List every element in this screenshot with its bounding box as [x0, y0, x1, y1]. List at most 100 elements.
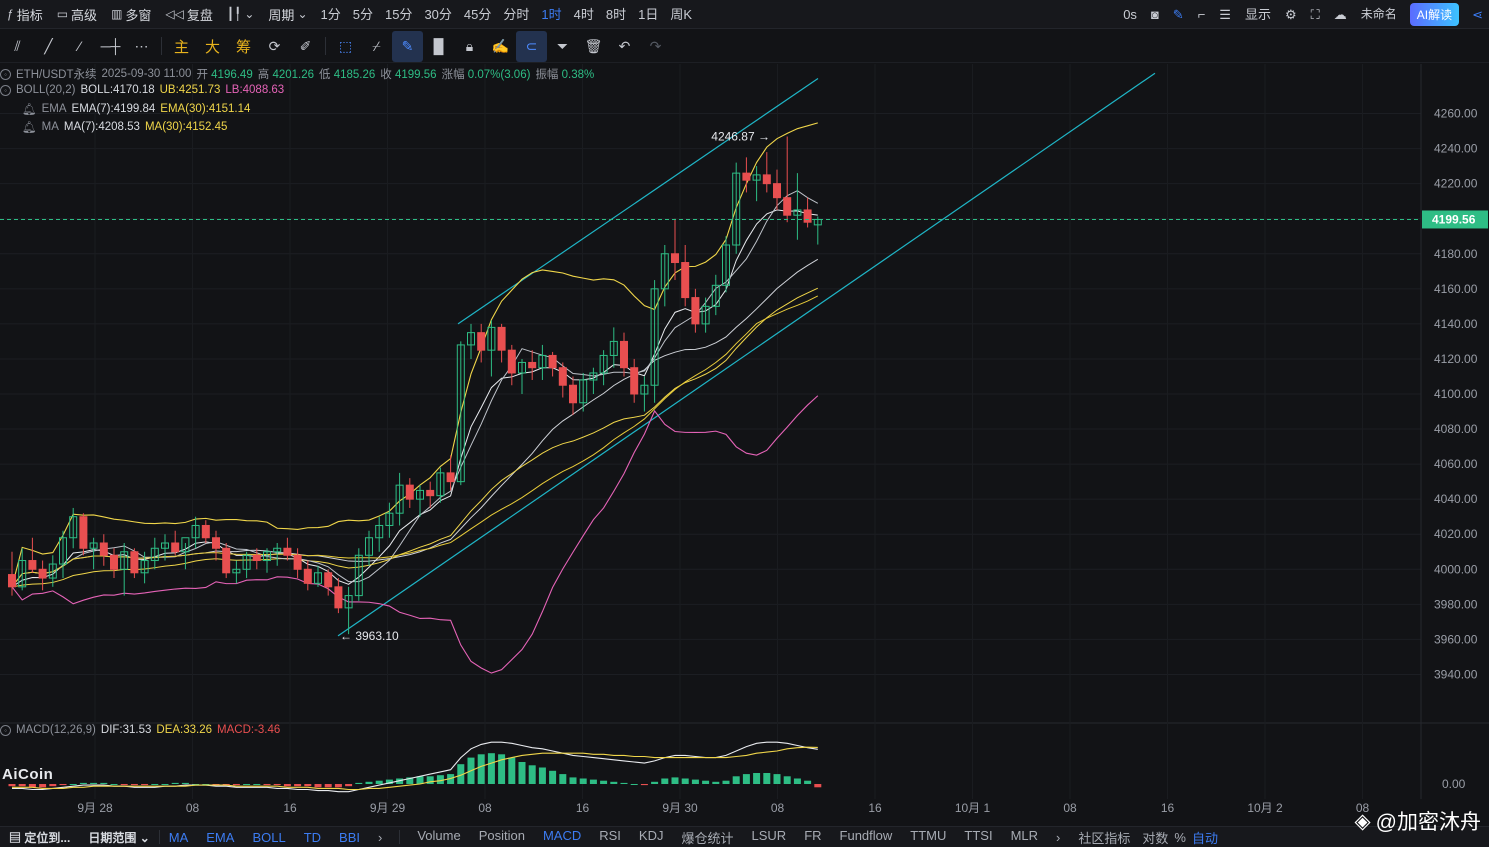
- indicator-tab-4[interactable]: BBI: [339, 829, 360, 845]
- period-dropdown[interactable]: 周期 ⌄: [261, 0, 314, 29]
- lock-icon[interactable]: 🔒︎: [465, 37, 474, 54]
- candle-body: [354, 554, 363, 597]
- filter-icon[interactable]: ⏷: [556, 37, 569, 54]
- multiwindow-button[interactable]: ▥ 多窗: [104, 0, 158, 29]
- undo-icon[interactable]: ↶: [618, 37, 631, 54]
- candle-body: [314, 572, 322, 584]
- more-dots-icon[interactable]: ⋯: [134, 37, 149, 54]
- redo-icon[interactable]: ↷: [649, 37, 662, 54]
- toggle-icon[interactable]: ◦: [0, 68, 11, 80]
- timeframe-9[interactable]: 1日: [638, 6, 659, 22]
- multi-line-icon[interactable]: ⫽: [14, 37, 21, 54]
- timeframe-0[interactable]: 1分: [320, 6, 341, 22]
- chart-type-button[interactable]: ┃╿ ⌄: [220, 0, 262, 29]
- date-range-dropdown[interactable]: 日期范围 ⌄: [88, 830, 150, 845]
- percent-toggle[interactable]: %: [1174, 829, 1186, 845]
- timeframe-5[interactable]: 分时: [503, 6, 530, 22]
- eye-toggle-icon[interactable]: ◦: [0, 84, 11, 96]
- boll-name[interactable]: BOLL(20,2): [16, 84, 76, 96]
- share-icon[interactable]: ⋖: [1472, 7, 1483, 22]
- replay-button[interactable]: ◁◁ 复盘: [158, 0, 219, 29]
- time-tick: 08: [1356, 801, 1370, 815]
- brush-icon[interactable]: ✐: [299, 37, 312, 54]
- list-icon[interactable]: ☰: [1219, 7, 1231, 22]
- ruler-icon[interactable]: ⌿: [372, 37, 381, 54]
- crop-icon[interactable]: ⌐: [1197, 7, 1206, 22]
- sub-indicator-tab-1[interactable]: Position: [478, 827, 525, 843]
- macd-bar: [314, 784, 322, 788]
- timeframe-2[interactable]: 15分: [384, 6, 413, 22]
- ohlc-legend: ◦ ETH/USDT永续 2025-09-30 11:00 开 4196.49 …: [0, 66, 594, 82]
- bell-icon[interactable]: 🔔︎: [22, 122, 37, 134]
- ai-read-button[interactable]: AI解读: [1409, 3, 1460, 26]
- camera-icon[interactable]: ◙: [1150, 7, 1159, 22]
- horizontal-line-icon[interactable]: ─┼: [100, 38, 121, 54]
- settings-icon[interactable]: ⚙: [1284, 7, 1297, 22]
- more-chevron-icon[interactable]: ›: [1056, 829, 1061, 845]
- price-chart[interactable]: 4260.004240.004220.004200.004180.004160.…: [0, 64, 1489, 826]
- sub-indicator-tab-10[interactable]: TTSI: [964, 827, 993, 843]
- timeframe-8[interactable]: 8时: [605, 6, 627, 22]
- close-value: 4199.56: [395, 69, 437, 81]
- chips-toggle[interactable]: 筹: [235, 38, 251, 56]
- drawing-toolbar: ⫽ ╱ ⁄ ─┼ ⋯ 主 大 筹 ⟳ ✐ ⬚ ⌿ ✎ ▐▌ 🔒︎ ✍ ⊂ ⏷ 🗑…: [0, 30, 1489, 63]
- bell-icon[interactable]: 🔔︎: [22, 104, 37, 116]
- magnet-icon[interactable]: ⊂: [516, 30, 547, 62]
- price-tick: 4240.00: [1434, 142, 1478, 156]
- sub-indicator-tab-11[interactable]: MLR: [1010, 827, 1039, 843]
- pencil-icon[interactable]: ✎: [1172, 7, 1184, 22]
- sub-indicator-tab-5[interactable]: 爆仓统计: [681, 830, 734, 846]
- macd-bar: [79, 782, 87, 784]
- bars-icon[interactable]: ▐▌: [428, 38, 449, 54]
- log-scale-toggle[interactable]: 对数: [1142, 830, 1169, 846]
- timeframe-3[interactable]: 30分: [424, 6, 452, 22]
- sub-indicator-tab-2[interactable]: MACD: [542, 827, 582, 843]
- sub-indicator-tab-3[interactable]: RSI: [599, 827, 621, 843]
- trash-icon[interactable]: 🗑︎: [584, 37, 603, 54]
- timeframe-10[interactable]: 周K: [670, 6, 692, 22]
- macd-bar: [436, 775, 444, 784]
- candle-body: [232, 568, 241, 574]
- macd-bar: [579, 778, 587, 784]
- community-indicators[interactable]: 社区指标: [1078, 830, 1131, 846]
- sub-indicator-tab-9[interactable]: TTMU: [910, 827, 947, 843]
- indicator-tab-3[interactable]: TD: [303, 829, 322, 845]
- sub-indicator-tab-4[interactable]: KDJ: [638, 827, 664, 843]
- sub-indicator-tab-7[interactable]: FR: [804, 827, 822, 843]
- ray-icon[interactable]: ⁄: [78, 38, 81, 54]
- time-tick: 16: [1161, 801, 1175, 815]
- ma-name[interactable]: MA: [41, 121, 59, 133]
- timeframe-4[interactable]: 45分: [463, 6, 492, 22]
- indicators-button[interactable]: ƒ 指标: [0, 0, 50, 29]
- sub-indicator-tab-0[interactable]: Volume: [417, 827, 461, 843]
- macd-bar: [620, 782, 628, 784]
- workspace-dropdown[interactable]: 未命名: [1360, 7, 1397, 21]
- sync-icon[interactable]: ⟳: [268, 37, 281, 54]
- toggle-icon[interactable]: ◦: [0, 724, 11, 736]
- indicator-tab-2[interactable]: BOLL: [252, 829, 286, 845]
- date-range-label: 日期范围: [88, 830, 137, 845]
- indicator-tab-0[interactable]: MA: [168, 829, 189, 845]
- macd-name[interactable]: MACD(12,26,9): [16, 724, 96, 736]
- sub-indicator-tab-6[interactable]: LSUR: [751, 827, 787, 843]
- locate-button[interactable]: ▤ 定位到...: [0, 829, 79, 846]
- sub-indicator-tab-8[interactable]: Fundflow: [839, 827, 893, 843]
- large-order-toggle[interactable]: 大: [204, 38, 220, 56]
- advanced-button[interactable]: ▭ 高级: [50, 0, 104, 29]
- display-button[interactable]: 显示: [1244, 7, 1271, 22]
- auto-scale-toggle[interactable]: 自动: [1191, 830, 1218, 846]
- ema-name[interactable]: EMA: [41, 103, 67, 115]
- draw-mode-icon[interactable]: ✎: [392, 30, 423, 62]
- main-chart-toggle[interactable]: 主: [173, 38, 189, 56]
- trend-line-icon[interactable]: ╱: [44, 37, 53, 54]
- cloud-icon: ☁: [1333, 7, 1347, 22]
- timeframe-1[interactable]: 5分: [352, 6, 373, 22]
- timeframe-6[interactable]: 1时: [541, 6, 562, 22]
- more-chevron-icon[interactable]: ›: [378, 829, 383, 845]
- topbar-right: 0s ◙ ✎ ⌐ ☰ 显示 ⚙ ⛶ ☁ 未命名 AI解读 ⋖: [1117, 0, 1489, 29]
- select-icon[interactable]: ⬚: [338, 37, 353, 54]
- timeframe-7[interactable]: 4时: [573, 6, 594, 22]
- fullscreen-icon[interactable]: ⛶: [1310, 7, 1320, 22]
- indicator-tab-1[interactable]: EMA: [206, 829, 235, 845]
- edit-icon[interactable]: ✍: [491, 37, 510, 54]
